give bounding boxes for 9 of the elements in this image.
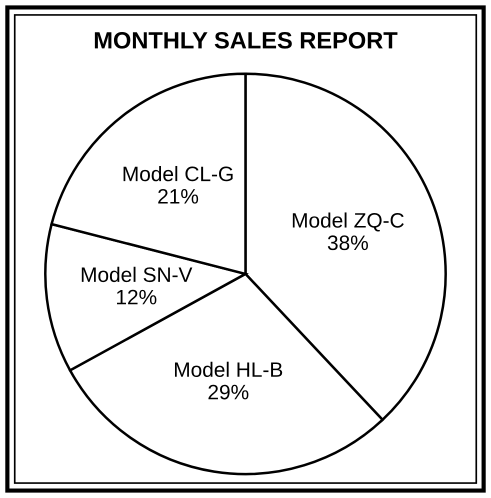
slice-label: Model SN-V [82, 266, 192, 282]
data-label: 29% [208, 384, 248, 400]
chart-title: MONTHLY SALES REPORT [94, 32, 398, 49]
data-label: 38% [328, 235, 368, 250]
slice-label: Model CL-G [124, 166, 233, 182]
slice-label: Model HL-B [174, 362, 282, 378]
data-label: 21% [158, 188, 198, 204]
slice-label: Model ZQ-C [292, 212, 404, 232]
data-label: 12% [117, 290, 156, 304]
